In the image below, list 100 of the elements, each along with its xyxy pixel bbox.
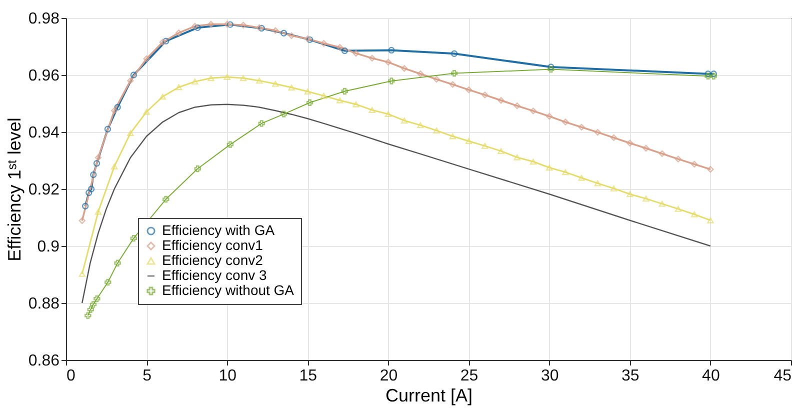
point bbox=[548, 66, 554, 73]
legend-label: Efficiency conv 3 bbox=[162, 267, 268, 283]
x-tick-label: 30 bbox=[540, 368, 559, 384]
point bbox=[130, 72, 138, 78]
point bbox=[498, 148, 504, 154]
x-tick-label: 0 bbox=[66, 368, 76, 384]
point bbox=[384, 58, 392, 66]
point bbox=[94, 295, 100, 302]
point bbox=[114, 260, 121, 266]
point bbox=[626, 191, 634, 198]
y-tick-label: 0.86 bbox=[28, 352, 60, 370]
point bbox=[368, 54, 376, 62]
point bbox=[78, 270, 86, 277]
y-tick-label: 0.94 bbox=[28, 124, 60, 142]
point bbox=[306, 99, 314, 106]
point bbox=[175, 84, 182, 90]
point bbox=[341, 88, 348, 95]
y-axis-title: Efficiency 1ˢᵗ level bbox=[4, 118, 24, 262]
point bbox=[304, 88, 312, 94]
point bbox=[433, 128, 440, 134]
point bbox=[658, 200, 666, 207]
point bbox=[208, 20, 214, 28]
point bbox=[658, 150, 666, 157]
point bbox=[352, 101, 360, 108]
x-tick-label: 10 bbox=[218, 368, 237, 384]
point bbox=[90, 171, 97, 178]
point bbox=[707, 166, 714, 173]
point bbox=[272, 27, 279, 34]
point bbox=[288, 32, 295, 40]
legend-label: Efficiency without GA bbox=[162, 282, 295, 298]
point bbox=[465, 86, 472, 94]
point bbox=[400, 65, 408, 72]
point bbox=[707, 217, 714, 224]
point bbox=[256, 78, 263, 84]
point bbox=[114, 104, 121, 111]
point bbox=[84, 312, 92, 319]
point bbox=[226, 21, 234, 28]
point bbox=[130, 234, 138, 242]
x-tick-label: 5 bbox=[142, 368, 152, 384]
point bbox=[674, 206, 682, 212]
point bbox=[90, 301, 97, 308]
point bbox=[690, 160, 698, 168]
point bbox=[388, 46, 395, 54]
point bbox=[514, 154, 520, 160]
point bbox=[546, 112, 553, 120]
legend-label: Efficiency conv2 bbox=[162, 252, 264, 268]
point bbox=[162, 38, 170, 44]
line-series bbox=[81, 104, 712, 304]
point bbox=[224, 74, 230, 80]
y-tick-label: 0.92 bbox=[28, 182, 60, 198]
point bbox=[94, 154, 102, 161]
point bbox=[110, 164, 118, 170]
point bbox=[159, 94, 166, 100]
point bbox=[194, 165, 201, 172]
point bbox=[642, 196, 650, 202]
point bbox=[256, 24, 263, 32]
point bbox=[674, 156, 682, 162]
point bbox=[208, 75, 214, 82]
point bbox=[78, 217, 86, 224]
point bbox=[143, 55, 150, 62]
point bbox=[127, 130, 134, 136]
point bbox=[320, 92, 328, 99]
point bbox=[280, 30, 288, 36]
point bbox=[104, 278, 112, 286]
point bbox=[143, 108, 150, 115]
y-tick-label: 0.98 bbox=[28, 10, 60, 28]
x-tick-label: 40 bbox=[702, 368, 720, 384]
point bbox=[530, 108, 537, 114]
point bbox=[626, 140, 634, 146]
point bbox=[368, 107, 376, 114]
point bbox=[175, 29, 182, 36]
point bbox=[192, 22, 198, 30]
y-tick-label: 0.88 bbox=[28, 296, 60, 312]
point bbox=[449, 133, 456, 140]
x-tick-label: 15 bbox=[299, 368, 318, 384]
point bbox=[93, 160, 100, 167]
point bbox=[94, 208, 102, 215]
point bbox=[465, 138, 472, 144]
point bbox=[258, 120, 265, 127]
point bbox=[352, 50, 360, 57]
point bbox=[388, 78, 395, 84]
point bbox=[87, 306, 94, 313]
point bbox=[104, 126, 112, 132]
x-tick-label: 35 bbox=[621, 368, 640, 384]
point bbox=[280, 110, 288, 118]
point bbox=[578, 124, 585, 130]
point bbox=[482, 142, 488, 149]
point bbox=[562, 169, 569, 176]
point bbox=[610, 185, 618, 192]
point bbox=[110, 107, 118, 114]
legend-label: Efficiency with GA bbox=[162, 222, 276, 238]
point bbox=[336, 97, 344, 104]
point bbox=[240, 75, 247, 82]
point bbox=[417, 70, 424, 78]
point bbox=[192, 78, 198, 85]
point bbox=[548, 64, 554, 70]
point bbox=[498, 97, 504, 104]
point bbox=[336, 44, 344, 51]
point bbox=[562, 118, 569, 126]
point bbox=[224, 20, 230, 28]
